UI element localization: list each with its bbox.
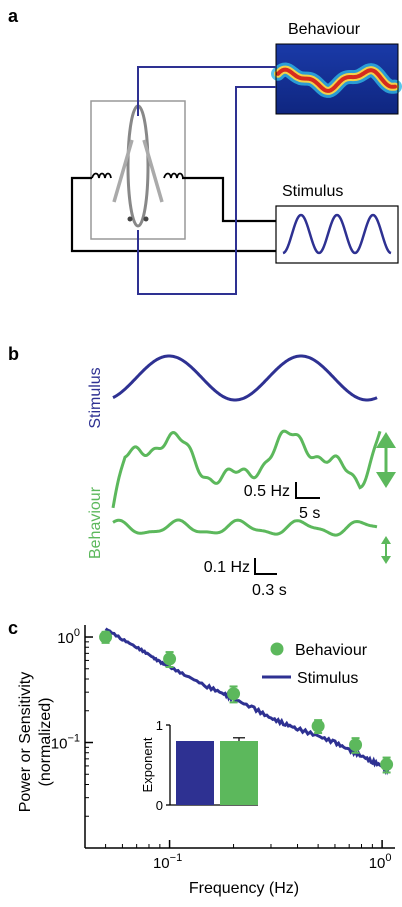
behaviour-point-1 <box>163 652 177 666</box>
recording-wire-bottom <box>137 86 276 295</box>
inset-bar-stimulus <box>176 741 214 805</box>
scale-bar-fast-y: 0.1 Hz <box>204 559 250 576</box>
panel-b-behaviour-label: Behaviour <box>87 486 104 559</box>
recording-wire-top <box>137 66 276 116</box>
behaviour-trace-fast <box>112 518 378 537</box>
left-electrode-coil <box>91 172 112 179</box>
x-axis-title: Frequency (Hz) <box>189 880 299 897</box>
stimulus-box <box>275 205 399 264</box>
stimulus-trace <box>112 354 378 402</box>
behaviour-point-5 <box>380 757 394 771</box>
y-axis-title-line2: (normalized) <box>37 698 54 787</box>
legend: Behaviour Stimulus <box>262 642 368 687</box>
y-tick-label-0: 10−1 <box>51 733 80 753</box>
behaviour-point-0 <box>99 630 113 644</box>
scale-bar-slow-y: 0.5 Hz <box>244 483 290 500</box>
legend-behaviour-label: Behaviour <box>295 642 368 659</box>
stimulus-wire-left <box>70 176 276 253</box>
x-tick-label-1: 100 <box>369 852 392 872</box>
behaviour-point-2 <box>227 687 241 701</box>
legend-behaviour-marker <box>270 642 284 656</box>
x-tick-label-0: 10−1 <box>153 852 182 872</box>
inset-bar-behaviour <box>220 741 258 805</box>
right-electrode-coil <box>163 172 184 179</box>
panel-b-letter: b <box>8 344 19 364</box>
y-axis-title-line1: Power or Sensitivity <box>17 672 34 813</box>
legend-stimulus-label: Stimulus <box>297 670 358 687</box>
y-tick-label-1: 100 <box>57 627 80 647</box>
behaviour-point-3 <box>311 719 325 733</box>
inset-tick-label-0: 0 <box>156 798 163 813</box>
fish-chamber <box>90 100 186 240</box>
panel-a-letter: a <box>8 6 19 26</box>
stimulus-spectrum-line <box>104 627 391 776</box>
large-amplitude-arrow <box>376 432 396 488</box>
panel-a: a Behaviour Stimulus <box>8 6 402 295</box>
scale-bar-slow: 0.5 Hz 5 s <box>244 482 320 522</box>
stimulus-wire-right <box>182 176 276 223</box>
panel-b-stimulus-label: Stimulus <box>87 367 104 428</box>
panel-c: c Power or Sensitivity (normalized) Freq… <box>8 618 395 897</box>
behaviour-trace-slow <box>111 429 382 509</box>
scale-bar-slow-x: 5 s <box>299 505 320 522</box>
inset-y-label: Exponent <box>140 737 155 792</box>
panel-b: b Stimulus Behaviour 0.5 Hz 5 s 0.1 Hz 0… <box>8 344 396 599</box>
panel-c-letter: c <box>8 618 18 638</box>
plot-series <box>99 627 394 776</box>
scale-bar-fast: 0.1 Hz 0.3 s <box>204 558 287 599</box>
behaviour-spectrogram <box>271 43 402 115</box>
scale-bar-fast-x: 0.3 s <box>252 582 287 599</box>
behaviour-label: Behaviour <box>288 21 361 38</box>
small-amplitude-arrow <box>381 536 391 564</box>
inset-tick-label-1: 1 <box>156 718 163 733</box>
stimulus-label: Stimulus <box>282 183 343 200</box>
behaviour-point-4 <box>349 738 363 752</box>
